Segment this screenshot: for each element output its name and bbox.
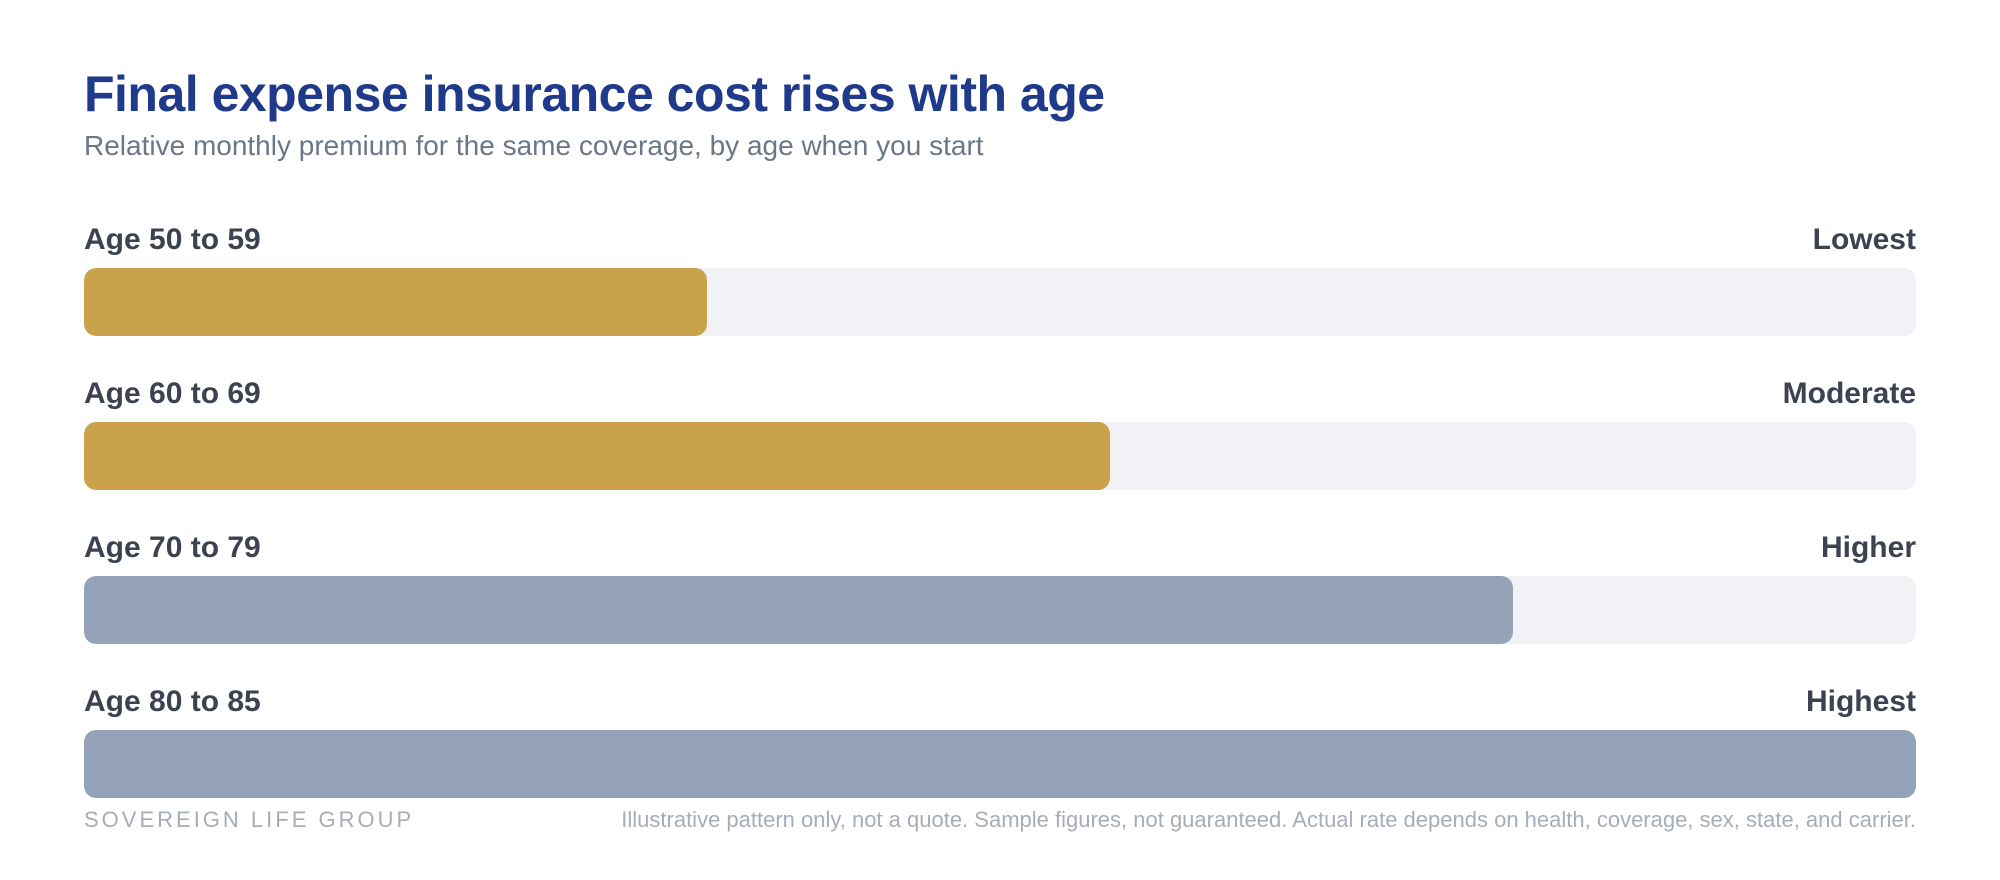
- bar: [84, 268, 707, 336]
- chart-subtitle: Relative monthly premium for the same co…: [84, 130, 984, 161]
- bar: [84, 576, 1513, 644]
- disclaimer-note: Illustrative pattern only, not a quote. …: [621, 807, 1916, 832]
- level-label: Higher: [1820, 531, 1916, 564]
- bar-row: Age 70 to 79 Higher: [84, 528, 1916, 682]
- category-label: Age 70 to 79: [84, 531, 261, 564]
- category-label: Age 60 to 69: [84, 377, 261, 410]
- bar-track: [84, 422, 1916, 490]
- level-label: Highest: [1805, 685, 1916, 718]
- bar-track: [84, 268, 1916, 336]
- bar: [84, 730, 1916, 798]
- category-label: Age 50 to 59: [84, 223, 261, 256]
- bar-rows: Age 50 to 59 Lowest Age 60 to 69 Moderat…: [84, 220, 1916, 836]
- chart-title: Final expense insurance cost rises with …: [84, 66, 1105, 122]
- bar-track: [84, 576, 1916, 644]
- brand-name: SOVEREIGN LIFE GROUP: [84, 807, 415, 832]
- level-label: Lowest: [1812, 223, 1916, 256]
- level-label: Moderate: [1782, 377, 1916, 410]
- bar-track: [84, 730, 1916, 798]
- bar-row: Age 50 to 59 Lowest: [84, 220, 1916, 374]
- bar-row: Age 60 to 69 Moderate: [84, 374, 1916, 528]
- bar: [84, 422, 1110, 490]
- category-label: Age 80 to 85: [84, 685, 261, 718]
- bar-row: Age 80 to 85 Highest: [84, 682, 1916, 836]
